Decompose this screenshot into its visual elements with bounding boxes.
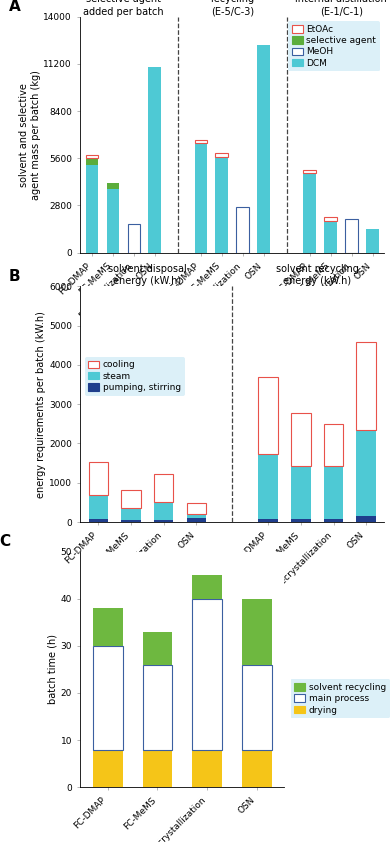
Bar xyxy=(107,183,119,189)
Y-axis label: energy requirements per batch (kW.h): energy requirements per batch (kW.h) xyxy=(36,311,46,498)
Text: internal distillation
(E-1/C-1): internal distillation (E-1/C-1) xyxy=(295,0,387,17)
Bar xyxy=(93,646,123,749)
Bar xyxy=(216,157,228,253)
Bar xyxy=(356,342,376,429)
Text: solvent disposal
energy (kW.h): solvent disposal energy (kW.h) xyxy=(108,264,187,286)
Bar xyxy=(149,67,161,253)
Bar xyxy=(93,608,123,646)
Legend: EtOAc, selective agent, MeOH, DCM: EtOAc, selective agent, MeOH, DCM xyxy=(288,21,379,72)
Bar xyxy=(121,508,141,520)
Bar xyxy=(89,462,108,494)
Text: C: C xyxy=(0,534,10,549)
Bar xyxy=(187,518,206,522)
Bar xyxy=(236,207,249,253)
Bar xyxy=(127,224,140,253)
Bar xyxy=(192,599,222,749)
Bar xyxy=(325,221,337,253)
Bar xyxy=(258,454,278,519)
Bar xyxy=(107,189,119,253)
Bar xyxy=(89,519,108,522)
Bar xyxy=(242,749,272,787)
Bar xyxy=(194,140,207,143)
Bar xyxy=(356,516,376,522)
Bar xyxy=(143,664,172,749)
Bar xyxy=(216,153,228,157)
Bar xyxy=(324,466,343,519)
Legend: solvent recycling, main process, drying: solvent recycling, main process, drying xyxy=(291,679,390,718)
Bar xyxy=(291,519,310,522)
Bar xyxy=(187,504,206,514)
Legend: cooling, steam, pumping, stirring: cooling, steam, pumping, stirring xyxy=(85,357,185,396)
Bar xyxy=(192,575,222,599)
Bar xyxy=(194,143,207,253)
Text: solvent recycling
energy (kW.h): solvent recycling energy (kW.h) xyxy=(276,264,359,286)
Bar xyxy=(324,424,343,466)
Bar xyxy=(121,520,141,522)
Bar xyxy=(324,519,343,522)
Bar xyxy=(154,474,173,503)
Bar xyxy=(154,520,173,522)
Bar xyxy=(85,165,98,253)
Bar xyxy=(242,664,272,749)
Bar xyxy=(121,490,141,508)
Bar xyxy=(192,749,222,787)
Bar xyxy=(303,170,316,173)
Bar xyxy=(356,429,376,516)
Bar xyxy=(187,514,206,518)
Y-axis label: solvent and selective
agent mass per batch (kg): solvent and selective agent mass per bat… xyxy=(19,70,41,200)
Bar xyxy=(85,155,98,158)
Bar xyxy=(154,503,173,520)
Text: fresh solvent and
selective agent
added per batch: fresh solvent and selective agent added … xyxy=(81,0,166,17)
Bar xyxy=(367,229,379,253)
Bar xyxy=(242,599,272,664)
Bar xyxy=(85,158,98,165)
Bar xyxy=(291,413,310,466)
Text: A: A xyxy=(9,0,21,14)
Bar xyxy=(89,494,108,519)
Bar xyxy=(143,632,172,664)
Bar xyxy=(93,749,123,787)
Text: solvent disposal
(A-3)
or
recycling
(E-5/C-3): solvent disposal (A-3) or recycling (E-5… xyxy=(193,0,272,17)
Bar xyxy=(345,219,358,253)
Text: B: B xyxy=(9,269,21,284)
Y-axis label: batch time (h): batch time (h) xyxy=(48,634,58,705)
Bar xyxy=(258,45,270,253)
Bar xyxy=(258,376,278,454)
Bar xyxy=(258,519,278,522)
Bar xyxy=(143,749,172,787)
Bar xyxy=(325,217,337,221)
Bar xyxy=(303,173,316,253)
Bar xyxy=(291,466,310,519)
